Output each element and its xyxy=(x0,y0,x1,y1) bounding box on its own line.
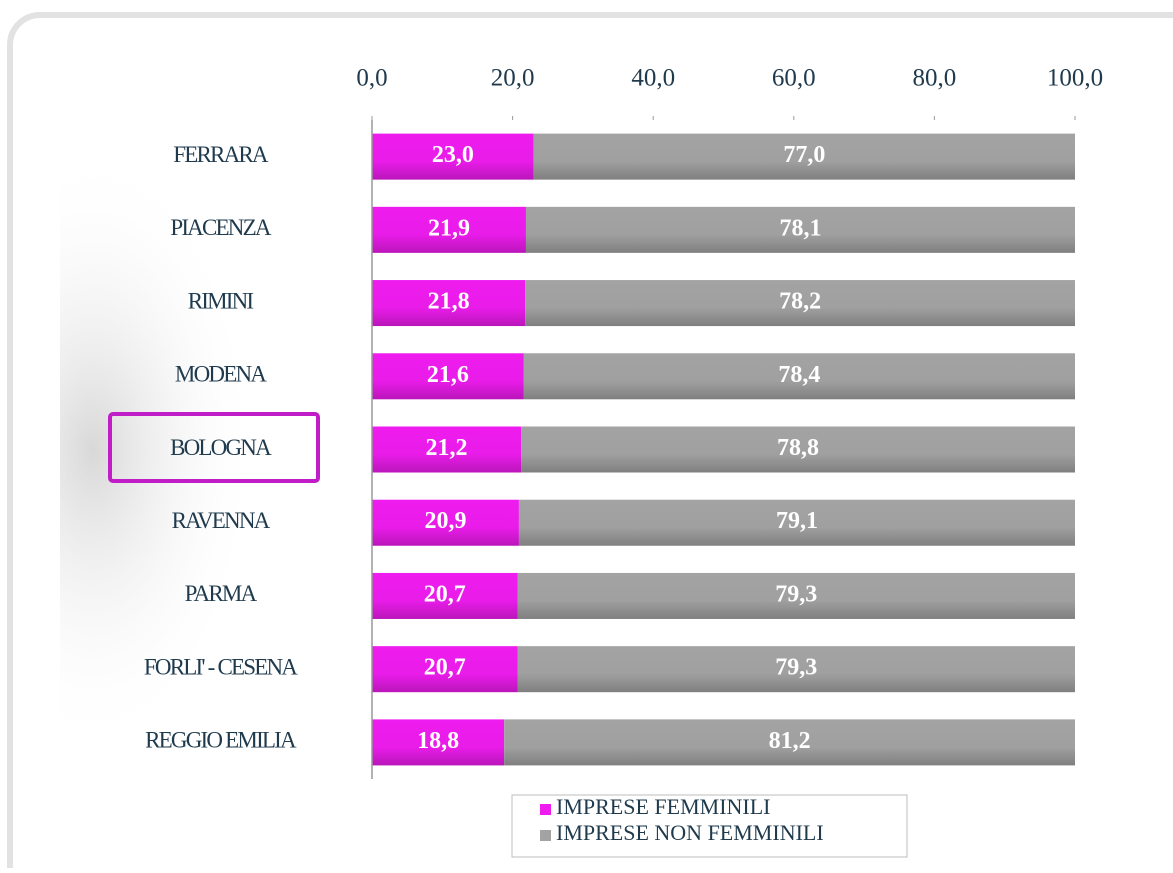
bar-shade xyxy=(523,353,1075,400)
value-label: 78,2 xyxy=(779,289,821,315)
value-label: 20,9 xyxy=(424,508,466,534)
bar-shade xyxy=(517,646,1075,693)
category-label: FERRARA xyxy=(173,142,269,167)
category-label: MODENA xyxy=(175,362,267,387)
bar-shade xyxy=(517,572,1075,619)
shadow xyxy=(60,120,390,720)
x-tick-label: 60,0 xyxy=(772,65,816,92)
value-label: 21,8 xyxy=(428,289,470,315)
category-label: REGGIO EMILIA xyxy=(145,728,297,753)
bar-shade xyxy=(372,499,519,546)
legend-label: IMPRESE FEMMINILI xyxy=(556,794,771,819)
bar-shade xyxy=(372,353,524,400)
value-label: 79,3 xyxy=(775,655,817,681)
value-label: 78,8 xyxy=(777,435,819,461)
highlight-box xyxy=(108,412,320,483)
value-label: 79,1 xyxy=(776,508,818,534)
bar-shade xyxy=(525,206,1075,253)
bar-shade xyxy=(533,133,1075,180)
bar-shade xyxy=(372,206,526,253)
bar-shade xyxy=(372,426,522,473)
legend-marker xyxy=(540,830,551,841)
value-label: 78,4 xyxy=(778,362,820,388)
category-label: BOLOGNA xyxy=(170,435,272,460)
bar-shade xyxy=(372,572,518,619)
category-label: RIMINI xyxy=(188,288,254,313)
value-label: 21,9 xyxy=(428,215,470,241)
bar-shade xyxy=(504,719,1075,766)
x-tick-label: 100,0 xyxy=(1047,65,1103,92)
x-tick-label: 20,0 xyxy=(491,65,535,92)
bar-shade xyxy=(372,719,505,766)
category-label: PIACENZA xyxy=(170,215,272,240)
value-label: 18,8 xyxy=(417,728,459,754)
x-tick-label: 80,0 xyxy=(913,65,957,92)
category-label: PARMA xyxy=(185,581,258,606)
value-label: 20,7 xyxy=(424,581,466,607)
value-label: 81,2 xyxy=(769,728,811,754)
value-label: 78,1 xyxy=(779,215,821,241)
x-tick-label: 40,0 xyxy=(631,65,675,92)
category-label: FORLI' - CESENA xyxy=(144,654,298,679)
bar-shade xyxy=(521,426,1075,473)
legend-label: IMPRESE NON FEMMINILI xyxy=(556,820,824,845)
legend-marker xyxy=(540,804,551,815)
category-label: RAVENNA xyxy=(172,508,271,533)
bar-shade xyxy=(525,280,1075,327)
value-label: 77,0 xyxy=(783,142,825,168)
x-tick-label: 0,0 xyxy=(356,65,387,92)
bar-shade xyxy=(518,499,1075,546)
bar-shade xyxy=(372,133,534,180)
value-label: 21,2 xyxy=(426,435,468,461)
value-label: 23,0 xyxy=(432,142,474,168)
value-label: 79,3 xyxy=(775,581,817,607)
bar-shade xyxy=(372,280,526,327)
bar-shade xyxy=(372,646,518,693)
value-label: 20,7 xyxy=(424,655,466,681)
value-label: 21,6 xyxy=(427,362,469,388)
legend-box xyxy=(511,794,908,858)
